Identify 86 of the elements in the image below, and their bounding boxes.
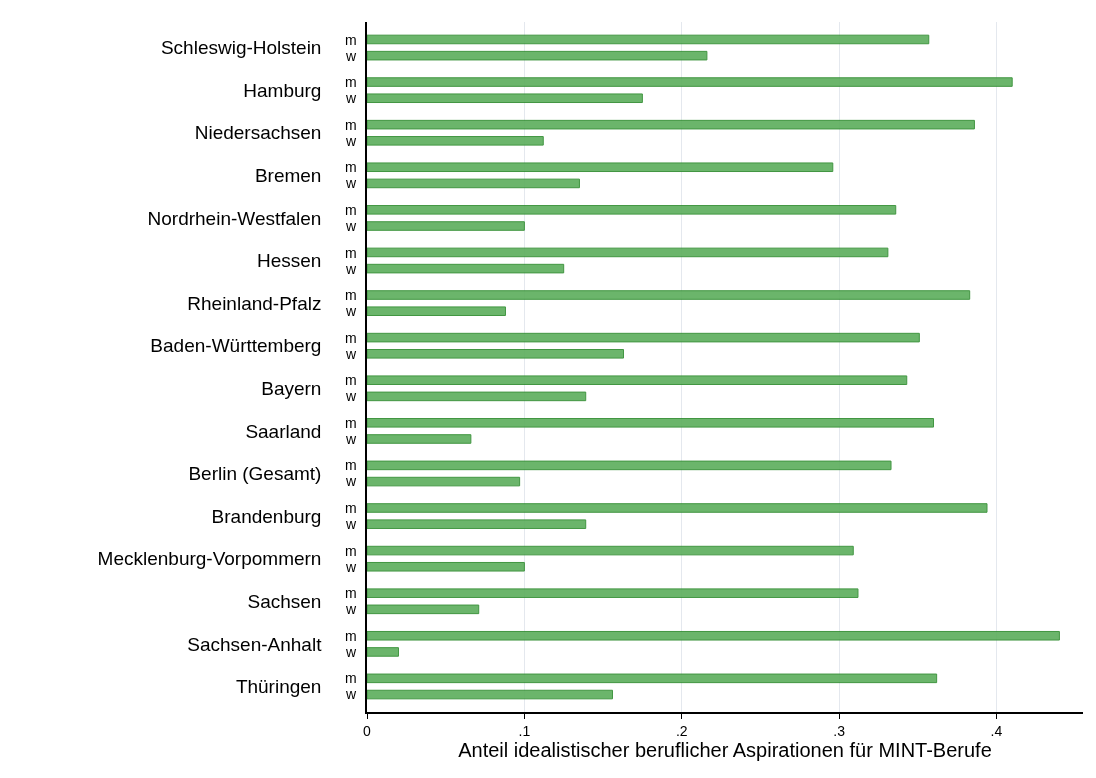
text: w [346,175,357,191]
y-tick-label: Hamburg [243,79,322,101]
bar [367,673,938,684]
text: m [345,500,357,516]
text: m [345,245,357,261]
bar [367,460,892,471]
bar [367,647,399,657]
y-tick-label: Nordrhein-Westfalen [147,207,322,229]
bar [367,434,472,444]
y-tick-label: Rheinland-Pfalz [187,292,322,314]
text: w [346,601,357,617]
bar [367,119,975,130]
text: w [346,686,357,702]
bar [367,50,708,61]
bar [367,476,521,487]
text: m [345,543,357,559]
bar [367,561,525,572]
bar [367,630,1060,641]
y-tick-label: Saarland [245,420,322,442]
y-tick-label: Hessen [257,250,322,272]
bar [367,162,834,173]
bar [367,418,935,428]
text: m [345,670,357,686]
bar [367,306,506,316]
y-tick-label: Thüringen [235,676,322,698]
text: m [345,202,357,218]
text: w [346,559,357,575]
bar [367,93,643,104]
bar [367,247,889,258]
bar [367,263,565,274]
text: m [345,159,357,175]
text: w [346,90,357,106]
bar [367,503,988,513]
bar [367,588,859,598]
text: m [345,628,357,644]
y-tick-label: Niedersachsen [194,122,322,144]
text: w [346,261,357,277]
text: w [346,516,357,532]
text: w [346,218,357,234]
series-label: w [345,48,357,64]
x-tick-label: .4 [990,722,1003,739]
bar [367,290,971,300]
y-tick-label: Schleswig-Holstein [160,37,322,59]
bar [367,689,613,700]
text: w [346,431,357,447]
text: w [346,346,357,362]
y-tick-label: Baden-Württemberg [150,335,322,357]
bar [367,77,1013,87]
text: m [345,74,357,90]
y-tick-label: Brandenburg [211,505,322,527]
x-tick-label: .2 [675,722,688,739]
text: w [346,644,357,660]
bar [367,332,920,343]
bar [367,604,480,615]
bar [367,205,897,215]
text: m [345,585,357,601]
bar [367,221,525,231]
y-tick-label: Sachsen-Anhalt [187,633,323,655]
bar [367,391,587,402]
y-tick-label: Berlin (Gesamt) [188,463,322,485]
bar [367,519,587,529]
bar [367,136,544,146]
text: m [345,117,357,133]
text: m [345,287,357,303]
text: m [345,330,357,346]
x-axis-title: Anteil idealistischer beruflicher Aspirationen für MINT-Berufe [458,738,992,761]
x-tick-label: .1 [518,722,531,739]
x-tick-label: .3 [833,722,846,739]
text: w [346,473,357,489]
y-tick-label: Sachsen [247,590,322,612]
text: m [345,372,357,388]
x-tick-label: 0 [363,722,372,739]
y-tick-label: Bremen [254,164,322,186]
series-label: m [345,32,357,48]
text: w [346,133,357,149]
text: m [345,457,357,473]
bar [367,178,580,189]
bar [367,349,624,359]
text: w [346,388,357,404]
text: m [345,415,357,431]
bar [367,545,854,556]
text: w [346,303,357,319]
y-tick-label: Mecklenburg-Vorpommern [97,548,322,570]
bar [367,375,908,385]
bar [367,34,930,45]
y-tick-label: Bayern [261,377,322,399]
